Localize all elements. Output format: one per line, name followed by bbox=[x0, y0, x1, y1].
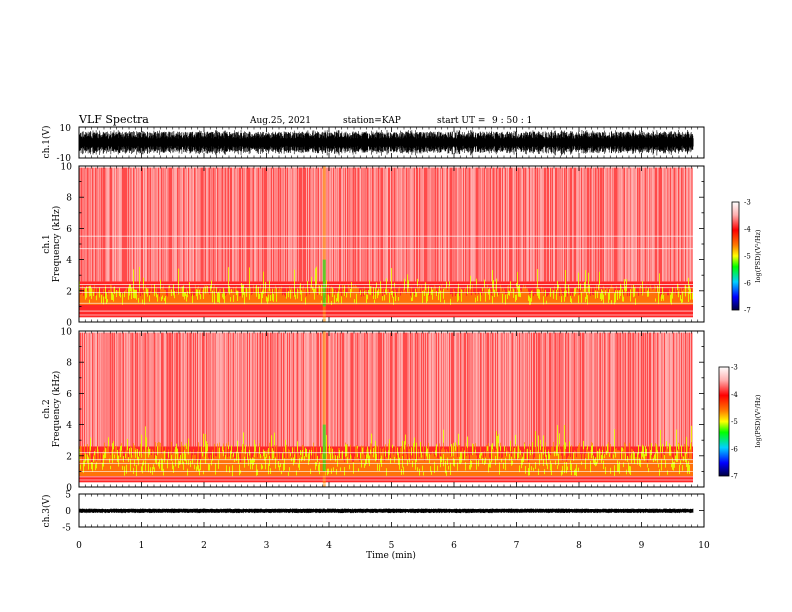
ch1-waveform-trace bbox=[79, 130, 694, 156]
colorbar-tick-label: -6 bbox=[731, 445, 738, 453]
time-tick-label: 4 bbox=[326, 541, 332, 551]
figure-title: VLF Spectra bbox=[78, 113, 149, 126]
colorbar-tick-label: -6 bbox=[744, 280, 751, 288]
ch1-spectrogram-ylabel-channel: ch.1 bbox=[42, 234, 52, 253]
colorbar-tick-label: -7 bbox=[731, 473, 738, 481]
frequency-tick-label: 10 bbox=[61, 163, 73, 173]
colorbar-tick-label: -3 bbox=[744, 199, 751, 207]
colorbar-tick-label: -4 bbox=[744, 226, 751, 234]
time-axis-ticks: 0 1 2 3 4 5 6 7 8 9 10 bbox=[76, 127, 710, 551]
time-tick-label: 7 bbox=[514, 541, 520, 551]
ch2-spectrogram-ylabel: Frequency (kHz) bbox=[51, 371, 62, 448]
start-time-value: 9 : 50 : 1 bbox=[492, 116, 532, 126]
start-time-prefix: start UT = bbox=[437, 116, 485, 126]
frequency-tick-label: 0 bbox=[66, 319, 72, 329]
ch2-spectrogram-ylabel-channel: ch.2 bbox=[42, 399, 52, 418]
ch1-colorbar bbox=[731, 201, 740, 311]
frequency-tick-label: 2 bbox=[66, 452, 72, 462]
time-tick-label: 10 bbox=[698, 541, 710, 551]
ch1-colorbar-ticks: -3 -4 -5 -6 -7 bbox=[744, 199, 751, 315]
ch1-colorbar-label: log(PSD)(V²/Hz) bbox=[754, 229, 762, 282]
ch3-ylabel: ch.3(V) bbox=[41, 495, 52, 528]
ch2-spectrogram-image bbox=[79, 331, 704, 487]
ch3-ytick-label: 5 bbox=[65, 491, 71, 501]
ch2-colorbar-label: log(PSD)(V²/Hz) bbox=[754, 394, 762, 447]
time-tick-label: 1 bbox=[139, 541, 145, 551]
colorbar-tick-label: -3 bbox=[731, 364, 738, 372]
ch3-ytick-label: 0 bbox=[65, 507, 71, 517]
ch3-waveform-panel: 5 0 -5 ch.3(V) bbox=[41, 491, 705, 534]
ch2-colorbar bbox=[718, 366, 730, 477]
ch1-ylabel: ch.1(V) bbox=[41, 126, 52, 159]
colorbar-tick-label: -5 bbox=[731, 418, 738, 426]
frequency-tick-label: 2 bbox=[66, 287, 72, 297]
ch1-spectrogram-image bbox=[79, 166, 704, 322]
time-tick-label: 5 bbox=[389, 541, 395, 551]
colorbar-tick-label: -5 bbox=[744, 253, 751, 261]
frequency-tick-label: 6 bbox=[66, 225, 72, 235]
frequency-tick-label: 0 bbox=[66, 484, 72, 494]
ch3-waveform-yticks: 5 0 -5 bbox=[62, 491, 704, 534]
ch3-ytick-label: -5 bbox=[62, 524, 71, 534]
time-tick-label: 0 bbox=[76, 541, 82, 551]
ch3-waveform-line bbox=[79, 508, 694, 514]
ch1-ytick-bottom: -10 bbox=[57, 154, 72, 164]
time-tick-label: 3 bbox=[264, 541, 270, 551]
time-axis-label: Time (min) bbox=[366, 550, 416, 561]
frequency-tick-label: 8 bbox=[66, 359, 72, 369]
ch1-spectrogram-yticks: 0 2 4 6 8 10 bbox=[61, 163, 704, 329]
colorbar-tick-label: -7 bbox=[744, 307, 751, 315]
frequency-tick-label: 10 bbox=[61, 328, 73, 338]
ch3-waveform-trace bbox=[79, 508, 694, 514]
time-tick-label: 8 bbox=[576, 541, 582, 551]
time-tick-label: 9 bbox=[639, 541, 645, 551]
ch2-colorbar-ticks: -3 -4 -5 -6 -7 bbox=[731, 364, 738, 481]
ch1-ytick-top: 10 bbox=[60, 124, 72, 134]
colorbar-tick-label: -4 bbox=[731, 391, 738, 399]
time-tick-label: 2 bbox=[201, 541, 207, 551]
frequency-tick-label: 4 bbox=[66, 421, 72, 431]
date-label: Aug.25, 2021 bbox=[249, 116, 311, 126]
ch1-spectrogram-ylabel: Frequency (kHz) bbox=[51, 206, 62, 283]
frequency-tick-label: 6 bbox=[66, 390, 72, 400]
ch1-waveform-line bbox=[79, 130, 694, 156]
frequency-tick-label: 4 bbox=[66, 256, 72, 266]
time-tick-label: 6 bbox=[451, 541, 457, 551]
ch2-spectrogram-yticks: 0 2 4 6 8 10 bbox=[61, 328, 704, 494]
frequency-tick-label: 8 bbox=[66, 194, 72, 204]
station-label: station=KAP bbox=[343, 116, 401, 126]
